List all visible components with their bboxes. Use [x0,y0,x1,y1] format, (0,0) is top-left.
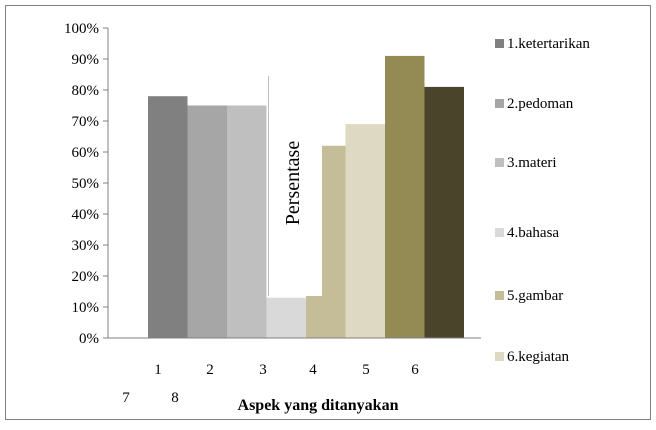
y-tick-label: 70% [72,114,100,130]
bar [148,96,188,338]
y-tick-label: 40% [72,207,100,223]
y-tick-label: 0% [79,331,99,347]
y-tick-label: 50% [72,176,100,192]
y-tick-label: 20% [72,269,100,285]
legend-label: 6.kegiatan [507,349,570,365]
legend-label: 4.bahasa [507,225,559,241]
y-axis-label-box [269,76,322,296]
x-axis-label: Aspek yang ditanyakan [238,397,399,414]
legend-label: 1.ketertarikan [507,36,590,52]
legend-swatch [495,99,504,108]
x-tick-label: 4 [309,362,317,378]
bar [385,55,425,339]
bar [424,86,464,339]
y-tick-label: 100% [64,21,99,37]
bar [345,124,385,338]
bar [187,105,227,338]
x-tick-label: 1 [154,362,162,378]
legend-label: 3.materi [507,155,557,171]
legend-swatch [495,228,504,237]
y-axis-label: Persentase [282,141,304,226]
y-tick-label: 60% [72,145,100,161]
legend-swatch [495,291,504,300]
legend-label: 5.gambar [507,288,563,304]
legend: 1.ketertarikan 2.pedoman 3.materi 4.bahasa 5… [495,36,590,365]
legend-swatch [495,352,504,361]
x-tick-label: 7 [122,390,130,406]
y-tick-label: 10% [72,300,100,316]
x-tick-label: 3 [259,362,267,378]
legend-swatch [495,39,504,48]
x-tick-label: 5 [362,362,370,378]
bar [227,105,267,338]
x-axis: 1 2 3 4 5 6 7 8 Aspek yang ditanyakan [108,337,481,414]
y-tick-label: 90% [72,52,100,68]
y-axis-label-group: Persentase [268,76,322,296]
x-tick-label: 8 [171,390,179,406]
legend-swatch [495,158,504,167]
x-tick-label: 6 [411,362,419,378]
bar [266,297,306,338]
y-tick-label: 80% [72,83,100,99]
y-axis: 0% 10% 20% 30% 40% 50% 60% 70% 80% 90% 100% [64,21,109,347]
y-tick-label: 30% [72,238,100,254]
x-tick-label: 2 [206,362,214,378]
legend-label: 2.pedoman [507,96,574,112]
